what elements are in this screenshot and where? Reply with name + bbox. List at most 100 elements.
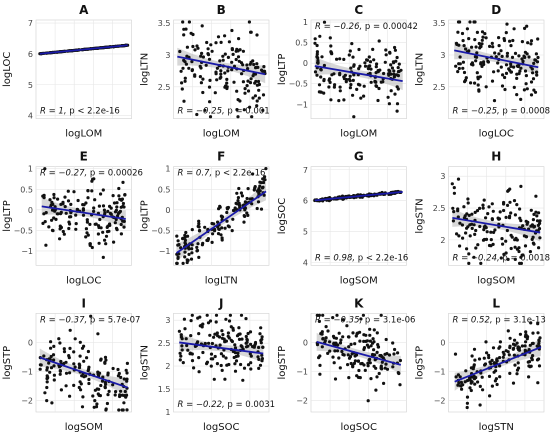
data-point — [522, 88, 527, 92]
data-point — [375, 84, 379, 88]
data-point — [227, 40, 231, 44]
data-point — [383, 60, 387, 64]
data-point — [237, 186, 241, 191]
data-point — [261, 177, 265, 181]
data-point — [219, 352, 223, 356]
data-point — [480, 42, 484, 46]
data-point — [52, 373, 57, 377]
data-point — [94, 405, 99, 409]
data-point — [392, 69, 396, 73]
data-point — [468, 386, 472, 390]
data-point — [78, 340, 82, 344]
data-point — [357, 368, 361, 373]
y-axis-title: logLOC — [2, 52, 13, 87]
data-point — [221, 58, 225, 62]
data-point — [81, 213, 86, 217]
regression-line — [175, 190, 267, 254]
y-axis-title: logSTN — [415, 198, 426, 233]
data-point — [257, 192, 261, 196]
panel-b: B 2.5 3 3.5 R = −0.25, p = 0.001 logLOM logLTN — [140, 3, 270, 140]
data-point — [55, 212, 59, 216]
y-tick-label: 2.5 — [433, 83, 446, 92]
data-point — [329, 44, 333, 48]
x-axis-title: logSTN — [479, 422, 514, 433]
data-point — [478, 384, 482, 388]
data-point — [528, 343, 532, 347]
data-point — [246, 79, 250, 83]
data-point — [72, 190, 76, 194]
data-point — [347, 376, 351, 380]
data-point — [468, 20, 472, 24]
correlation-r: R = −0.24, — [453, 253, 503, 263]
data-point — [99, 192, 103, 196]
data-point — [231, 52, 235, 57]
data-point — [125, 377, 129, 381]
correlation-label: R = 1, p < 2.2e-16 — [40, 107, 120, 117]
y-tick-label: 0 — [440, 338, 445, 347]
data-point — [494, 377, 498, 381]
data-point — [73, 365, 77, 369]
data-point — [124, 395, 128, 399]
data-point — [346, 353, 350, 357]
data-point — [74, 222, 78, 226]
data-point — [198, 324, 202, 328]
data-point — [464, 76, 468, 80]
data-point — [181, 261, 185, 265]
data-point — [527, 375, 531, 379]
correlation-label: R = 0.7, p < 2.2e-16 — [178, 169, 266, 179]
data-point — [365, 58, 369, 62]
data-point — [223, 34, 227, 38]
panel-title: L — [492, 296, 500, 310]
data-point — [371, 352, 375, 357]
data-point — [116, 367, 120, 372]
data-point — [392, 352, 396, 356]
data-point — [217, 227, 221, 231]
data-point — [368, 71, 372, 75]
y-tick-label: −2 — [21, 396, 33, 405]
y-tick-label: 1.5 — [158, 385, 171, 394]
data-point — [492, 230, 496, 234]
data-point — [490, 217, 494, 222]
data-point — [392, 61, 396, 65]
data-point — [511, 346, 516, 350]
data-point — [387, 73, 391, 77]
data-point — [460, 387, 464, 391]
data-point — [369, 67, 373, 71]
data-point — [236, 196, 240, 200]
data-point — [59, 359, 63, 364]
data-point — [257, 96, 261, 100]
correlation-label: R = 0.52, p = 3.1e-13 — [453, 315, 546, 325]
data-point — [50, 218, 54, 222]
data-point — [102, 208, 106, 212]
data-point — [527, 360, 532, 364]
data-point — [216, 232, 221, 236]
x-axis-title: logSOM — [340, 275, 378, 286]
data-point — [180, 87, 184, 91]
data-point — [203, 225, 207, 229]
correlation-label: R = −0.25, p = 0.00085 — [453, 107, 550, 117]
data-point — [216, 220, 220, 224]
data-point — [385, 352, 389, 356]
data-point — [338, 57, 342, 61]
data-point — [478, 224, 482, 229]
data-point — [374, 65, 378, 69]
data-point — [191, 44, 195, 49]
data-point — [242, 220, 246, 224]
data-point — [369, 80, 373, 84]
data-point — [532, 212, 536, 216]
data-point — [397, 371, 401, 376]
data-point — [190, 228, 194, 232]
data-point — [392, 75, 396, 79]
data-point — [122, 225, 126, 229]
data-point — [491, 45, 495, 49]
data-point — [487, 205, 491, 209]
data-point — [182, 317, 186, 321]
data-point — [81, 207, 85, 211]
data-point — [327, 85, 331, 89]
correlation-p: p = 0.00026 — [90, 169, 143, 179]
data-point — [488, 394, 492, 398]
data-point — [517, 346, 522, 350]
data-point — [346, 363, 350, 367]
data-point — [348, 74, 352, 78]
data-point — [328, 36, 332, 40]
